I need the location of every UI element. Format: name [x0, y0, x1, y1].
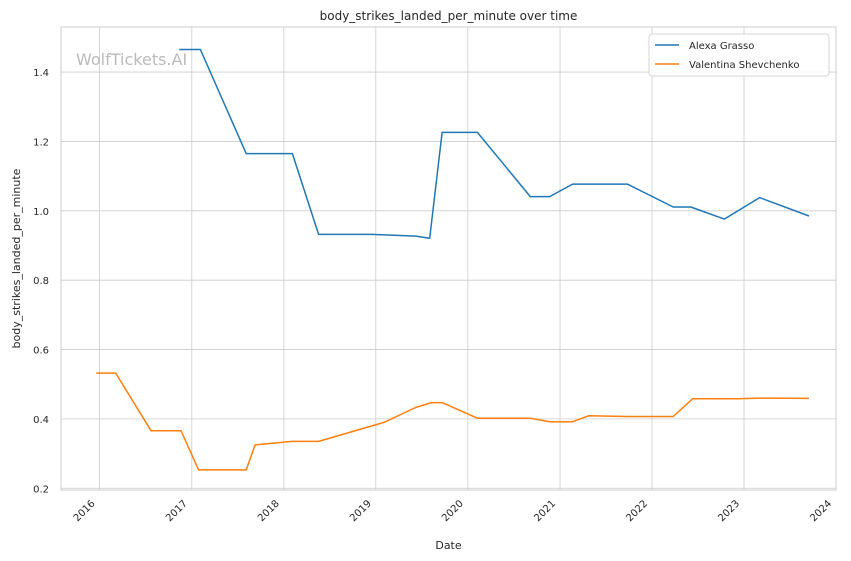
y-axis-ticks: 0.2 0.4 0.6 0.8 1.0 1.2 1.4 — [33, 68, 49, 495]
series-lines — [96, 48, 810, 471]
watermark: WolfTickets.AI — [76, 50, 187, 69]
plot-frame — [60, 26, 837, 491]
y-axis-label: body_strikes_landed_per_minute — [10, 168, 23, 348]
legend-label: Valentina Shevchenko — [689, 60, 799, 71]
y-tick-label: 0.2 — [33, 484, 49, 495]
y-tick-label: 0.4 — [33, 415, 49, 426]
legend: Alexa Grasso Valentina Shevchenko — [648, 33, 830, 77]
y-tick-label: 1.0 — [33, 207, 49, 218]
y-tick-label: 1.4 — [33, 68, 49, 79]
chart-title: body_strikes_landed_per_minute over time — [320, 9, 578, 23]
y-tick-label: 1.2 — [33, 137, 49, 148]
series-line-2 — [96, 372, 810, 471]
y-tick-label: 0.8 — [33, 276, 49, 287]
legend-label: Alexa Grasso — [689, 41, 754, 52]
x-axis-ticks: 2016 2017 2018 2019 2020 2021 2022 2023 2024 — [72, 498, 834, 524]
y-tick-label: 0.6 — [33, 346, 49, 357]
x-axis-label: Date — [435, 539, 462, 552]
series-line-1 — [179, 48, 810, 239]
legend-box — [648, 33, 830, 77]
